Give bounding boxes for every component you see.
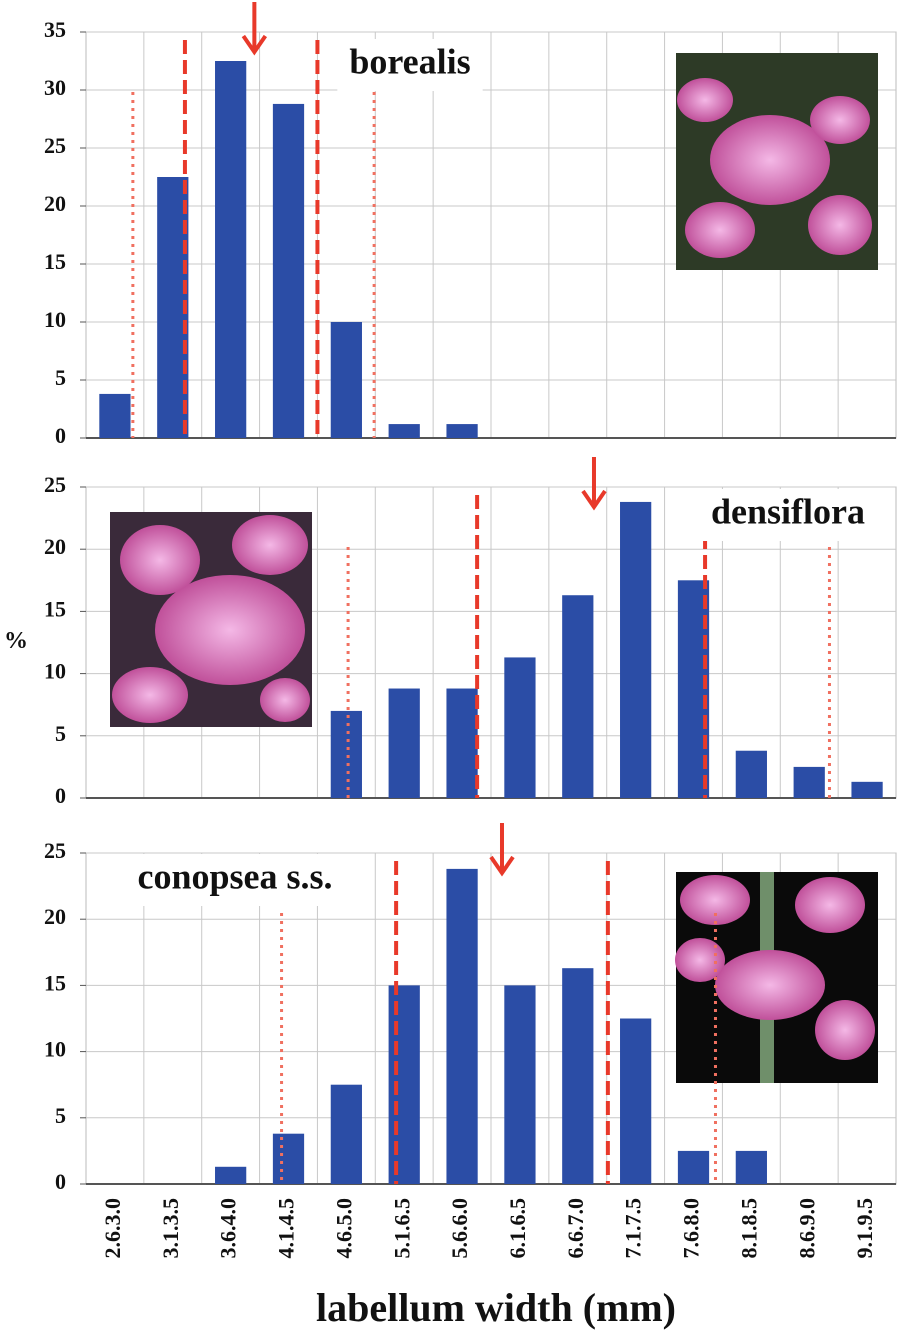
bar xyxy=(678,1151,709,1184)
x-tick-label: 4.1.4.5 xyxy=(274,1198,299,1259)
y-tick-label: 35 xyxy=(44,17,66,42)
y-tick-label: 5 xyxy=(55,1103,66,1128)
y-tick-label: 0 xyxy=(55,423,66,448)
bar xyxy=(562,968,593,1184)
x-tick-label: 5.6.6.0 xyxy=(447,1198,472,1259)
y-tick-label: 10 xyxy=(44,307,66,332)
y-tick-label: 15 xyxy=(44,249,66,274)
x-tick-label: 4.6.5.0 xyxy=(331,1198,356,1259)
bar xyxy=(389,985,420,1184)
bar xyxy=(331,1085,362,1184)
bar xyxy=(215,61,246,438)
bar xyxy=(446,689,477,798)
x-tick-label: 7.6.8.0 xyxy=(679,1198,704,1259)
y-tick-label: 5 xyxy=(55,721,66,746)
x-tick-label: 6.1.6.5 xyxy=(505,1198,530,1259)
x-tick-label: 3.1.3.5 xyxy=(158,1198,183,1259)
chart: 0 5 10 15 20 25 30 35 0 5 10 15 20 25 0 5 10 15 20 25 xyxy=(0,0,898,1336)
y-tick-label: 20 xyxy=(44,534,66,559)
bar xyxy=(504,657,535,798)
bar xyxy=(736,1151,767,1184)
bar xyxy=(215,1167,246,1184)
panel-title: densiflora xyxy=(711,491,865,531)
y-tick-label: 25 xyxy=(44,472,66,497)
bar xyxy=(331,322,362,438)
y-tick-label: 0 xyxy=(55,783,66,808)
bar xyxy=(562,595,593,798)
x-tick-label: 7.1.7.5 xyxy=(621,1198,646,1259)
bar xyxy=(389,689,420,798)
bar xyxy=(794,767,825,798)
x-axis-label: labellum width (mm) xyxy=(316,1285,676,1330)
y-tick-label: 15 xyxy=(44,596,66,621)
y-tick-label: 15 xyxy=(44,970,66,995)
x-tick-label: 5.1.6.5 xyxy=(389,1198,414,1259)
x-tick-label: 2.6.3.0 xyxy=(100,1198,125,1259)
panel-title: borealis xyxy=(349,41,470,81)
x-tick-label: 6.6.7.0 xyxy=(563,1198,588,1259)
bar xyxy=(389,424,420,438)
y-tick-label: 25 xyxy=(44,133,66,158)
photo-borealis xyxy=(676,53,878,270)
y-tick-label: 10 xyxy=(44,659,66,684)
bar xyxy=(273,104,304,438)
photo-densiflora xyxy=(110,512,312,727)
bar xyxy=(446,424,477,438)
y-axis-label: % xyxy=(4,628,28,654)
x-tick-label: 8.6.9.0 xyxy=(794,1198,819,1259)
bar xyxy=(620,1019,651,1185)
y-tick-label: 25 xyxy=(44,838,66,863)
photo-conopsea xyxy=(675,872,878,1083)
y-tick-label: 0 xyxy=(55,1169,66,1194)
bar xyxy=(99,394,130,438)
bar xyxy=(736,751,767,798)
y-tick-label: 30 xyxy=(44,75,66,100)
bar xyxy=(331,711,362,798)
panel-title: conopsea s.s. xyxy=(137,856,332,896)
y-tick-label: 5 xyxy=(55,365,66,390)
bar xyxy=(446,869,477,1184)
y-tick-label: 20 xyxy=(44,191,66,216)
bar xyxy=(273,1134,304,1184)
x-tick-label: 8.1.8.5 xyxy=(736,1198,761,1259)
bar xyxy=(851,782,882,798)
y-tick-label: 20 xyxy=(44,904,66,929)
y-tick-label: 10 xyxy=(44,1037,66,1062)
bar xyxy=(620,502,651,798)
x-tick-label: 3.6.4.0 xyxy=(216,1198,241,1259)
bar xyxy=(504,985,535,1184)
x-tick-label: 9.1.9.5 xyxy=(852,1198,877,1259)
